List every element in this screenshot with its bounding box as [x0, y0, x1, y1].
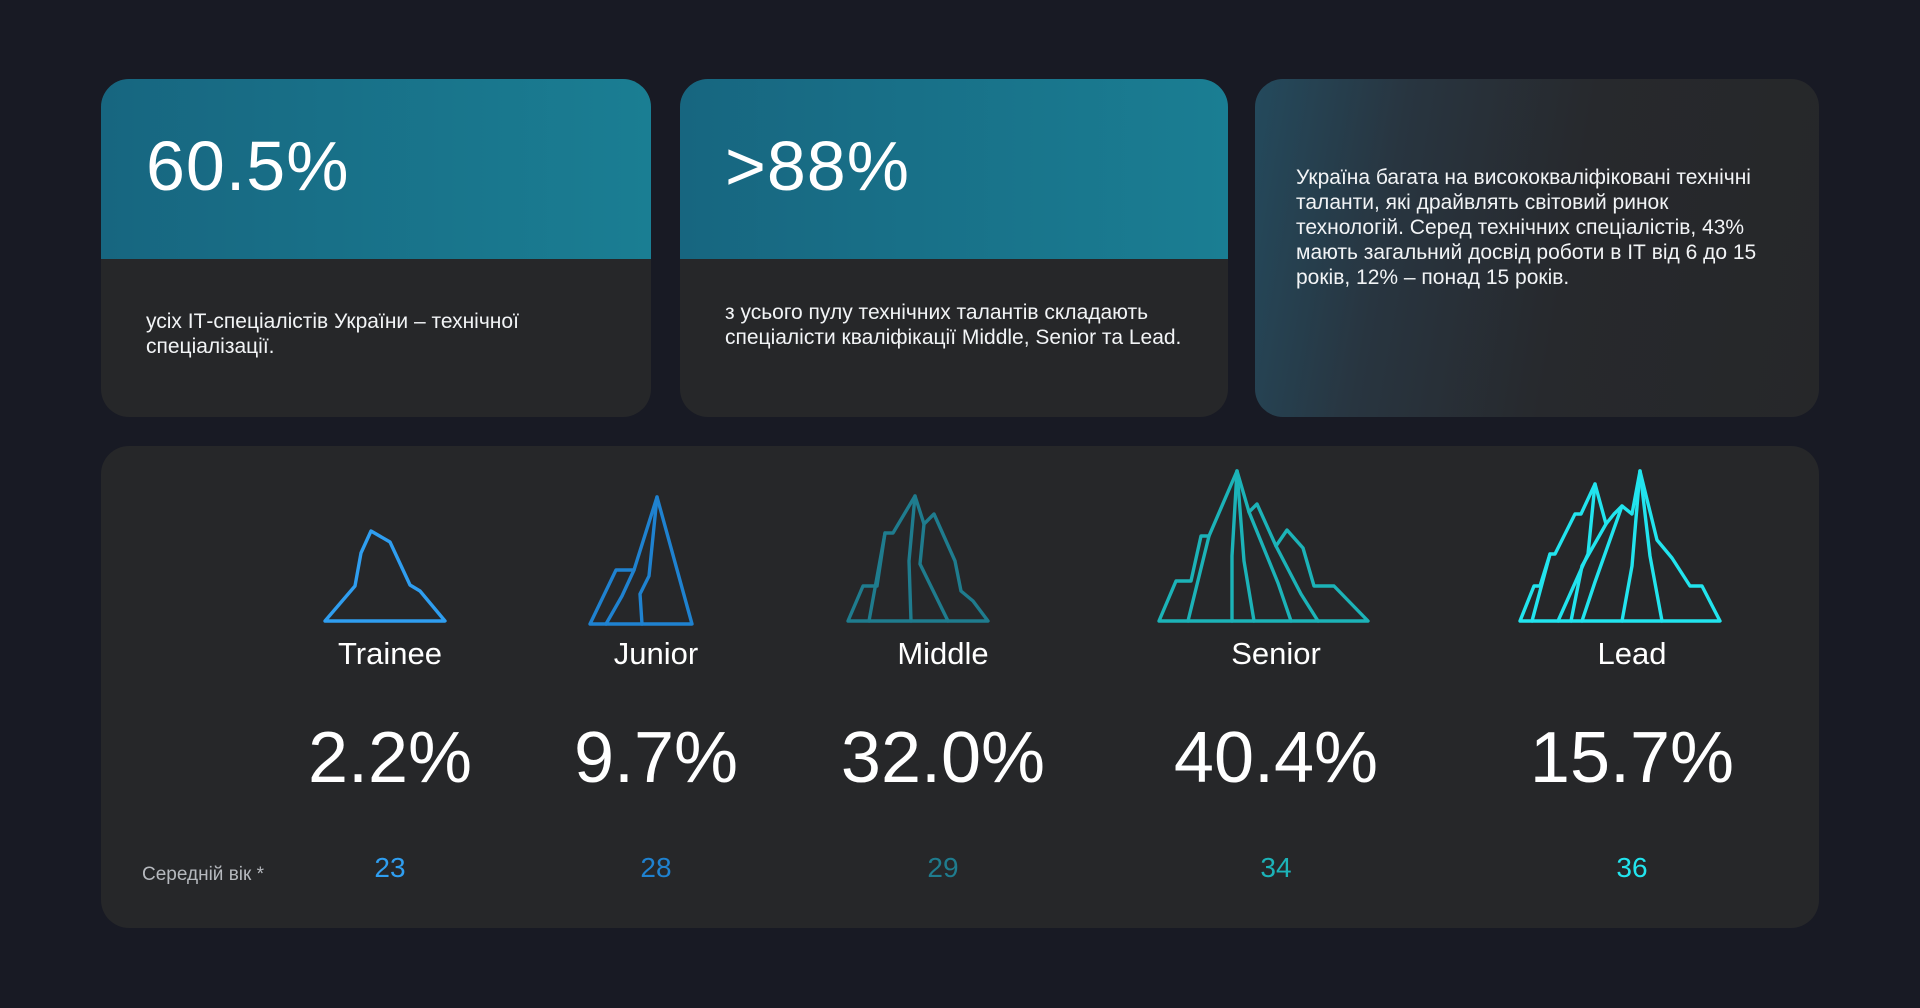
mountain-ridge — [867, 531, 887, 623]
level-share: 40.4% — [1173, 718, 1379, 798]
mountain-ridge — [1580, 504, 1624, 623]
stat-description: усіх ІТ-спеціалістів України – технічної… — [146, 310, 519, 358]
mountain-range-icon — [846, 494, 990, 623]
mountain-ridge — [1620, 469, 1642, 623]
mountain-ridge — [1274, 544, 1320, 623]
info-card: Україна багата на висококваліфіковані те… — [1255, 79, 1819, 417]
small-mountain-icon — [323, 529, 447, 623]
level-name: Junior — [613, 636, 699, 671]
mountain-ridge — [1235, 469, 1256, 623]
stat-value: >88% — [725, 127, 910, 205]
mountain-icon — [588, 495, 694, 626]
card-header: >88% — [680, 79, 1228, 259]
mountain-outline — [846, 494, 990, 623]
mountain-outline — [1518, 469, 1722, 623]
level-name: Senior — [1231, 636, 1321, 671]
mountain-outline — [323, 529, 447, 623]
level-middle: Middle 32.0% 29 — [793, 446, 1093, 928]
mountain-outline — [1157, 469, 1370, 623]
mountain-ridge — [1569, 522, 1608, 623]
mountain-ridge — [1230, 469, 1239, 623]
level-share: 15.7% — [1529, 718, 1735, 798]
stat-card-tech-share: 60.5% усіх ІТ-спеціалістів України – тех… — [101, 79, 651, 417]
level-name: Middle — [897, 636, 989, 671]
level-name: Trainee — [338, 636, 442, 671]
mountain-outline — [588, 495, 694, 626]
level-average-age: 28 — [640, 852, 672, 883]
level-senior: Senior 40.4% 34 — [1126, 446, 1426, 928]
mountain-ridge — [604, 568, 636, 626]
level-trainee: Trainee 2.2% 23 — [240, 446, 540, 928]
qualification-levels-panel: Trainee 2.2% 23 Junior 9.7% 28 Middle 32… — [101, 446, 1819, 928]
stat-description: з усього пулу технічних талантів складаю… — [725, 301, 1182, 349]
stat-value: 60.5% — [146, 127, 350, 205]
level-average-age: 34 — [1260, 852, 1292, 883]
info-text: Україна багата на висококваліфіковані те… — [1296, 166, 1757, 289]
mountain-ridge — [907, 494, 917, 623]
level-average-age: 23 — [374, 852, 406, 883]
mountain-ridge — [1186, 534, 1211, 623]
mountain-ridge — [1638, 469, 1664, 623]
level-lead: Lead 15.7% 36 — [1482, 446, 1782, 928]
mountain-ridge — [1247, 510, 1293, 623]
level-average-age: 36 — [1616, 852, 1648, 883]
card-header: 60.5% — [101, 79, 651, 259]
large-mountain-range-icon — [1157, 469, 1370, 623]
mountain-ridge — [1530, 552, 1552, 623]
level-average-age: 29 — [927, 852, 959, 883]
average-age-label: Середній вік * — [142, 864, 264, 885]
level-share: 32.0% — [840, 718, 1046, 798]
mountain-ridge — [918, 522, 950, 623]
level-name: Lead — [1597, 636, 1667, 671]
tall-mountain-range-icon — [1518, 469, 1722, 623]
level-junior: Junior 9.7% 28 — [506, 446, 806, 928]
level-share: 2.2% — [307, 718, 473, 798]
stat-card-senior-share: >88% з усього пулу технічних талантів ск… — [680, 79, 1228, 417]
mountain-ridge — [638, 495, 659, 626]
level-share: 9.7% — [573, 718, 739, 798]
